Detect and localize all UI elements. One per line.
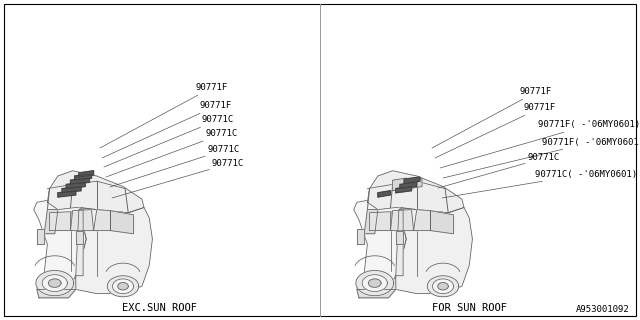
Text: 90771F( -'06MY0601): 90771F( -'06MY0601): [443, 138, 640, 178]
Polygon shape: [111, 211, 134, 234]
Polygon shape: [75, 174, 92, 180]
Text: 90771F: 90771F: [435, 103, 556, 158]
Text: 90771C: 90771C: [106, 130, 238, 177]
Text: 90771C: 90771C: [112, 159, 244, 198]
Text: 90771C( -'06MY0601): 90771C( -'06MY0601): [442, 170, 637, 198]
Text: 90771C: 90771C: [104, 116, 234, 167]
Polygon shape: [396, 207, 472, 294]
Polygon shape: [404, 177, 420, 183]
Polygon shape: [37, 228, 44, 244]
Polygon shape: [37, 276, 76, 298]
Text: EXC.SUN ROOF: EXC.SUN ROOF: [122, 303, 198, 313]
Polygon shape: [76, 231, 83, 244]
Polygon shape: [62, 187, 81, 193]
Polygon shape: [37, 289, 76, 298]
Polygon shape: [413, 210, 430, 231]
Polygon shape: [367, 171, 464, 213]
Text: 90771F: 90771F: [432, 87, 552, 148]
Polygon shape: [357, 276, 396, 298]
Polygon shape: [47, 171, 144, 213]
Polygon shape: [79, 171, 93, 177]
Polygon shape: [396, 231, 403, 244]
Text: A953001092: A953001092: [576, 305, 630, 314]
Polygon shape: [410, 178, 422, 188]
Polygon shape: [362, 275, 387, 292]
Polygon shape: [357, 228, 364, 244]
Polygon shape: [433, 279, 454, 293]
Text: 90771C: 90771C: [110, 146, 240, 187]
Polygon shape: [369, 279, 381, 287]
Polygon shape: [58, 191, 76, 197]
Polygon shape: [354, 199, 406, 289]
Polygon shape: [369, 212, 390, 231]
Polygon shape: [67, 182, 85, 188]
Text: 90771C: 90771C: [438, 154, 560, 188]
Text: 90771F( -'06MY0601): 90771F( -'06MY0601): [440, 121, 640, 168]
Polygon shape: [49, 279, 61, 287]
Polygon shape: [438, 283, 448, 290]
Polygon shape: [113, 279, 134, 293]
Polygon shape: [70, 210, 93, 231]
Polygon shape: [390, 210, 413, 231]
Text: 90771F: 90771F: [102, 101, 232, 158]
Text: FOR SUN ROOF: FOR SUN ROOF: [433, 303, 508, 313]
Polygon shape: [76, 210, 83, 276]
Polygon shape: [49, 212, 70, 231]
Polygon shape: [356, 270, 394, 296]
Polygon shape: [428, 276, 459, 297]
Polygon shape: [76, 207, 152, 294]
Polygon shape: [36, 270, 74, 296]
Polygon shape: [44, 210, 58, 234]
Polygon shape: [70, 178, 90, 184]
Polygon shape: [364, 210, 378, 234]
Polygon shape: [396, 210, 403, 276]
Polygon shape: [396, 187, 412, 193]
Polygon shape: [378, 191, 390, 197]
Polygon shape: [430, 211, 454, 234]
Polygon shape: [400, 182, 417, 188]
Polygon shape: [357, 289, 396, 298]
Polygon shape: [392, 178, 406, 191]
Text: 90771F: 90771F: [100, 84, 227, 148]
Polygon shape: [34, 199, 86, 289]
Polygon shape: [108, 276, 139, 297]
Polygon shape: [42, 275, 67, 292]
Polygon shape: [118, 283, 128, 290]
Polygon shape: [93, 210, 111, 231]
